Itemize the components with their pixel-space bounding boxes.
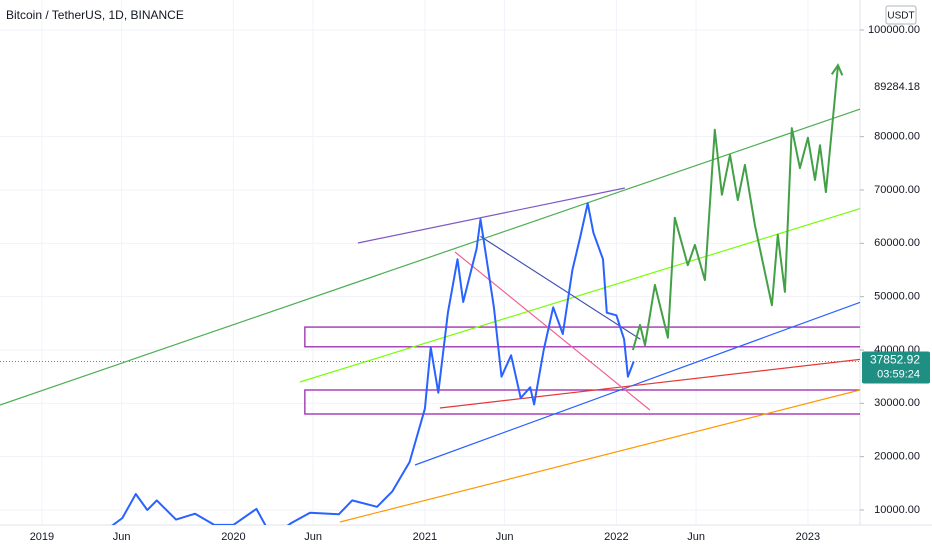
- y-tick-label: 50000.00: [874, 291, 920, 303]
- x-tick-label: 2020: [221, 531, 245, 543]
- price-line: [631, 65, 839, 351]
- y-tick-label: 60000.00: [874, 237, 920, 249]
- arrow-head: [830, 63, 844, 76]
- box: [304, 389, 860, 415]
- y-tick-label: 100000.00: [868, 24, 920, 36]
- trendline: [454, 251, 651, 411]
- currency-label[interactable]: USDT: [887, 11, 914, 22]
- x-tick-label: 2019: [30, 531, 54, 543]
- last-price-box: [862, 351, 930, 384]
- trendline: [480, 235, 641, 340]
- y-tick-label: 80000.00: [874, 131, 920, 143]
- chart-title: Bitcoin / TetherUS, 1D, BINANCE: [6, 8, 184, 22]
- y-tick-label: 30000.00: [874, 397, 920, 409]
- countdown-label: 03:59:24: [877, 368, 920, 380]
- x-tick-label: 2021: [413, 531, 437, 543]
- trendline: [439, 358, 860, 409]
- currency-box[interactable]: [885, 5, 917, 25]
- x-tick-label: Jun: [496, 531, 514, 543]
- marked-price-label: 89284.18: [874, 81, 920, 93]
- y-tick-label: 20000.00: [874, 451, 920, 463]
- y-tick-label: 10000.00: [874, 504, 920, 516]
- x-tick-label: Jun: [113, 531, 131, 543]
- x-tick-label: Jun: [687, 531, 705, 543]
- trendline: [414, 301, 860, 466]
- plot: [0, 63, 860, 525]
- last-price-label: 37852.92: [870, 353, 920, 367]
- x-tick-label: Jun: [304, 531, 322, 543]
- trendline: [0, 108, 860, 406]
- x-tick-label: 2022: [604, 531, 628, 543]
- price-line: [111, 202, 635, 525]
- x-tick-label: 2023: [796, 531, 820, 543]
- trendline: [299, 208, 860, 383]
- trendline: [357, 187, 625, 244]
- trendline: [339, 389, 860, 523]
- box: [304, 326, 860, 348]
- y-tick-label: 70000.00: [874, 184, 920, 196]
